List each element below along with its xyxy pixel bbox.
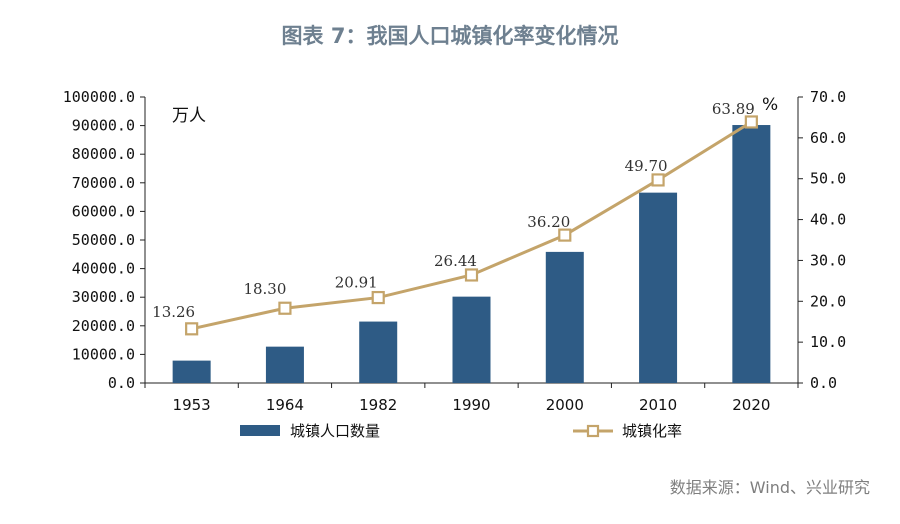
bars (172, 125, 771, 384)
population-bar (732, 125, 771, 384)
data-labels: 13.26 18.30 20.91 26.44 36.20 49.70 63.89 (152, 100, 755, 321)
population-bar (172, 360, 211, 383)
urbanization-marker (278, 301, 292, 315)
right-tick-label: 50.0 (810, 170, 846, 188)
urbanization-data-label: 63.89 (712, 100, 755, 118)
legend: 城镇人口数量 城镇化率 (240, 422, 682, 440)
x-tick-label: 1990 (452, 396, 490, 414)
left-tick-label: 100000.0 (63, 88, 135, 106)
urbanization-marker (651, 173, 665, 187)
population-bar (452, 296, 491, 383)
right-tick-label: 20.0 (810, 292, 846, 310)
left-tick-label: 10000.0 (72, 345, 135, 363)
source-note: 数据来源：Wind、兴业研究 (669, 478, 870, 497)
urbanization-data-label: 36.20 (527, 213, 570, 231)
urbanization-data-label: 13.26 (152, 303, 195, 321)
left-axis-unit: 万人 (172, 106, 206, 126)
left-tick-label: 40000.0 (72, 260, 135, 278)
chart-title: 图表 7：我国人口城镇化率变化情况 (281, 24, 619, 48)
right-tick-label: 0.0 (810, 374, 837, 392)
right-tick-label: 30.0 (810, 251, 846, 269)
urbanization-marker (185, 322, 199, 336)
left-tick-label: 90000.0 (72, 117, 135, 135)
left-tick-label: 70000.0 (72, 174, 135, 192)
population-bar (265, 346, 304, 383)
urbanization-data-label: 26.44 (434, 252, 477, 270)
axes: 0.010000.020000.030000.040000.050000.060… (63, 88, 846, 414)
legend-bar-swatch (240, 425, 280, 436)
left-tick-label: 0.0 (108, 374, 135, 392)
x-tick-label: 2010 (639, 396, 677, 414)
urbanization-data-label: 20.91 (335, 274, 378, 292)
left-tick-label: 20000.0 (72, 317, 135, 335)
urbanization-data-label: 18.30 (243, 280, 286, 298)
right-tick-label: 70.0 (810, 88, 846, 106)
urbanization-marker (744, 115, 758, 129)
x-tick-label: 1953 (173, 396, 211, 414)
population-bar (359, 321, 398, 383)
x-tick-label: 1964 (266, 396, 304, 414)
urbanization-marker (464, 268, 479, 282)
population-bar (639, 192, 678, 383)
right-axis-unit: % (762, 95, 778, 115)
x-tick-label: 1982 (359, 396, 397, 414)
left-tick-label: 80000.0 (72, 145, 135, 163)
legend-line-marker (586, 424, 600, 438)
right-tick-label: 10.0 (810, 333, 846, 351)
right-tick-label: 40.0 (810, 211, 846, 229)
legend-bar-label: 城镇人口数量 (290, 422, 380, 440)
x-tick-label: 2020 (732, 396, 770, 414)
population-bar (545, 251, 584, 383)
left-tick-label: 50000.0 (72, 231, 135, 249)
urbanization-marker (371, 290, 385, 305)
urbanization-marker (558, 228, 572, 242)
left-tick-label: 60000.0 (72, 202, 135, 220)
x-tick-label: 2000 (546, 396, 584, 414)
urbanization-line (185, 115, 758, 336)
right-tick-label: 60.0 (810, 129, 846, 147)
left-tick-label: 30000.0 (72, 288, 135, 306)
legend-line-label: 城镇化率 (622, 422, 682, 440)
urbanization-data-label: 49.70 (625, 157, 668, 175)
